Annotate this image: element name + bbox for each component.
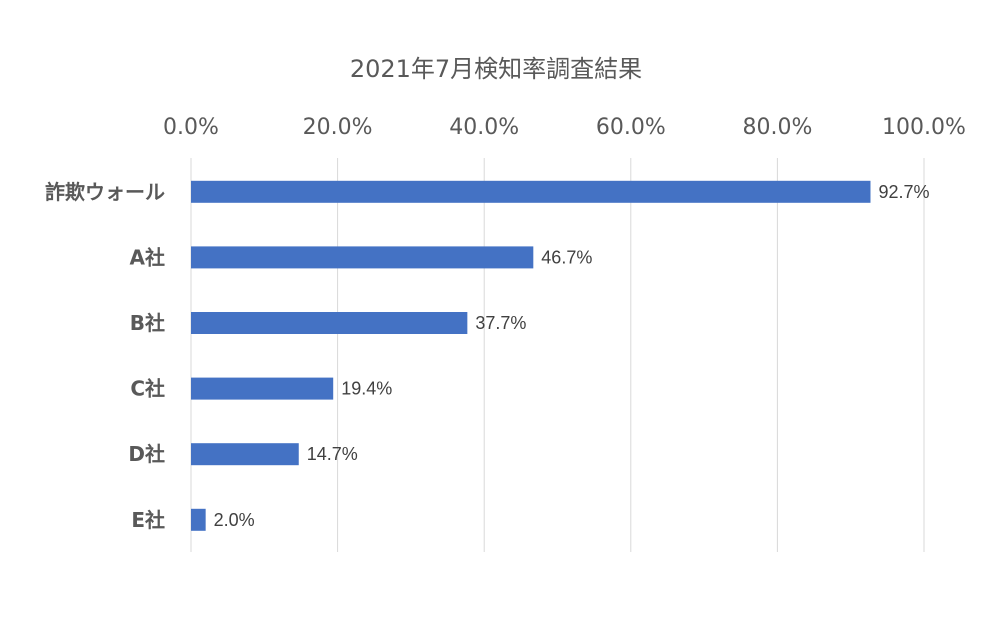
data-label: 2.0%	[214, 510, 255, 530]
bar	[191, 180, 871, 203]
bar	[191, 377, 334, 400]
data-label: 19.4%	[341, 379, 392, 399]
bar	[191, 246, 534, 269]
data-label: 14.7%	[307, 444, 358, 464]
x-tick-label: 0.0%	[163, 115, 219, 140]
x-tick-label: 60.0%	[596, 115, 666, 140]
chart-title: 2021年7月検知率調査結果	[350, 55, 642, 83]
x-tick-label: 20.0%	[303, 115, 373, 140]
data-label: 92.7%	[878, 182, 929, 202]
gridlines	[190, 158, 925, 552]
x-axis-ticks: 0.0% 20.0% 40.0% 60.0% 80.0% 100.0%	[163, 115, 966, 140]
bar	[191, 312, 468, 334]
bar	[191, 508, 206, 531]
category-label: C社	[130, 377, 165, 401]
data-label: 46.7%	[541, 247, 592, 267]
bar	[191, 443, 299, 466]
category-label: 詐欺ウォール	[45, 180, 165, 204]
data-label: 37.7%	[475, 313, 526, 333]
category-label: E社	[131, 508, 165, 532]
category-label: A社	[130, 245, 165, 269]
category-label: D社	[128, 442, 165, 466]
category-label: B社	[130, 311, 165, 335]
x-tick-label: 80.0%	[742, 115, 812, 140]
category-labels: 詐欺ウォール A社 B社 C社 D社 E社	[45, 180, 165, 532]
bars	[191, 180, 871, 531]
data-labels: 92.7% 46.7% 37.7% 19.4% 14.7% 2.0%	[214, 182, 930, 530]
x-tick-label: 40.0%	[449, 115, 519, 140]
x-tick-label: 100.0%	[882, 115, 966, 140]
